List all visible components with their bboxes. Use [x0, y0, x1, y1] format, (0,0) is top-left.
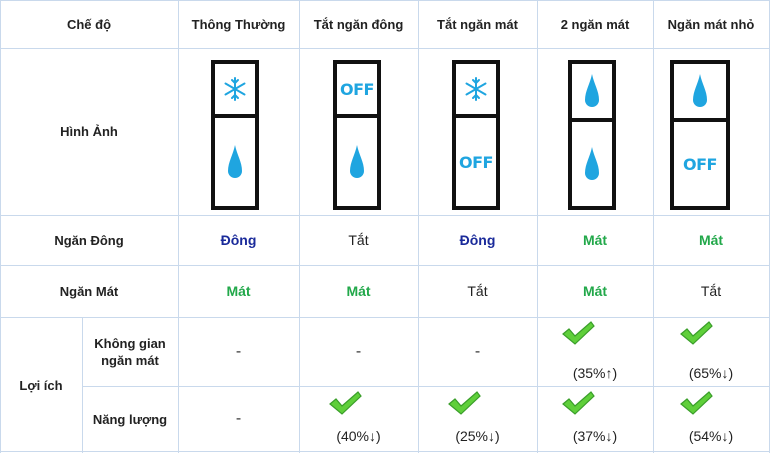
energy-value-freezer-off: (40%↓): [336, 428, 381, 444]
row-label-images: Hình Ảnh: [60, 124, 118, 139]
fridge-diagram-small-fridge: OFF: [670, 60, 730, 210]
space-value-fridge-off: -: [474, 342, 481, 360]
fridge-diagram-normal: [211, 60, 259, 210]
off-label: OFF: [683, 154, 717, 174]
energy-value-two-fridge: (37%↓): [572, 428, 618, 444]
freezer-value-normal: Đông: [220, 232, 257, 248]
fridge-value-fridge-off: Tắt: [467, 283, 488, 299]
header-mode-label: Chế độ: [66, 16, 112, 32]
check-icon: [562, 391, 595, 415]
row-label-freezer: Ngăn Đông: [54, 232, 124, 248]
energy-value-fridge-off: (25%↓): [455, 428, 500, 444]
check-icon: [562, 321, 595, 345]
space-value-two-fridge: (35%↑): [572, 365, 618, 381]
snowflake-icon: [224, 77, 246, 101]
energy-value-normal: -: [235, 409, 242, 427]
energy-value-small-fridge: (54%↓): [688, 428, 734, 444]
freezer-value-freezer-off: Tắt: [348, 232, 369, 248]
header-col-freezer-off: Tắt ngăn đông: [313, 16, 404, 32]
freezer-value-small-fridge: Mát: [698, 232, 724, 248]
fridge-diagram-freezer-off: OFF: [333, 60, 381, 210]
row-label-benefits: Lợi ích: [19, 377, 63, 393]
freezer-value-fridge-off: Đông: [459, 232, 496, 248]
space-value-normal: -: [235, 342, 242, 360]
fridge-value-freezer-off: Mát: [346, 283, 371, 299]
check-icon: [680, 391, 713, 415]
row-label-energy: Năng lượng: [92, 412, 168, 427]
fridge-value-two-fridge: Mát: [582, 283, 608, 299]
header-col-fridge-off: Tắt ngăn mát: [437, 16, 518, 32]
water-drop-icon: [350, 145, 364, 178]
row-label-fridge: Ngăn Mát: [59, 283, 119, 299]
fridge-diagram-two-fridge: [568, 60, 616, 210]
header-col-normal: Thông Thường: [191, 16, 286, 32]
header-col-small-fridge: Ngăn mát nhỏ: [667, 16, 755, 32]
check-icon: [448, 391, 481, 415]
fridge-value-small-fridge: Tắt: [700, 283, 722, 299]
water-drop-icon: [228, 145, 242, 178]
off-label: OFF: [340, 79, 374, 99]
freezer-value-two-fridge: Mát: [582, 232, 608, 248]
off-label: OFF: [459, 152, 493, 172]
row-label-space: Không gian ngăn mát: [94, 335, 166, 368]
space-value-small-fridge: (65%↓): [688, 365, 734, 381]
water-drop-icon: [585, 147, 599, 180]
header-col-two-fridge: 2 ngăn mát: [560, 16, 630, 32]
water-drop-icon: [585, 74, 599, 107]
check-icon: [680, 321, 713, 345]
fridge-value-normal: Mát: [226, 283, 251, 299]
fridge-diagram-fridge-off: OFF: [452, 60, 500, 210]
water-drop-icon: [693, 74, 707, 107]
snowflake-icon: [465, 77, 487, 101]
check-icon: [329, 391, 362, 415]
space-value-freezer-off: -: [355, 342, 362, 360]
